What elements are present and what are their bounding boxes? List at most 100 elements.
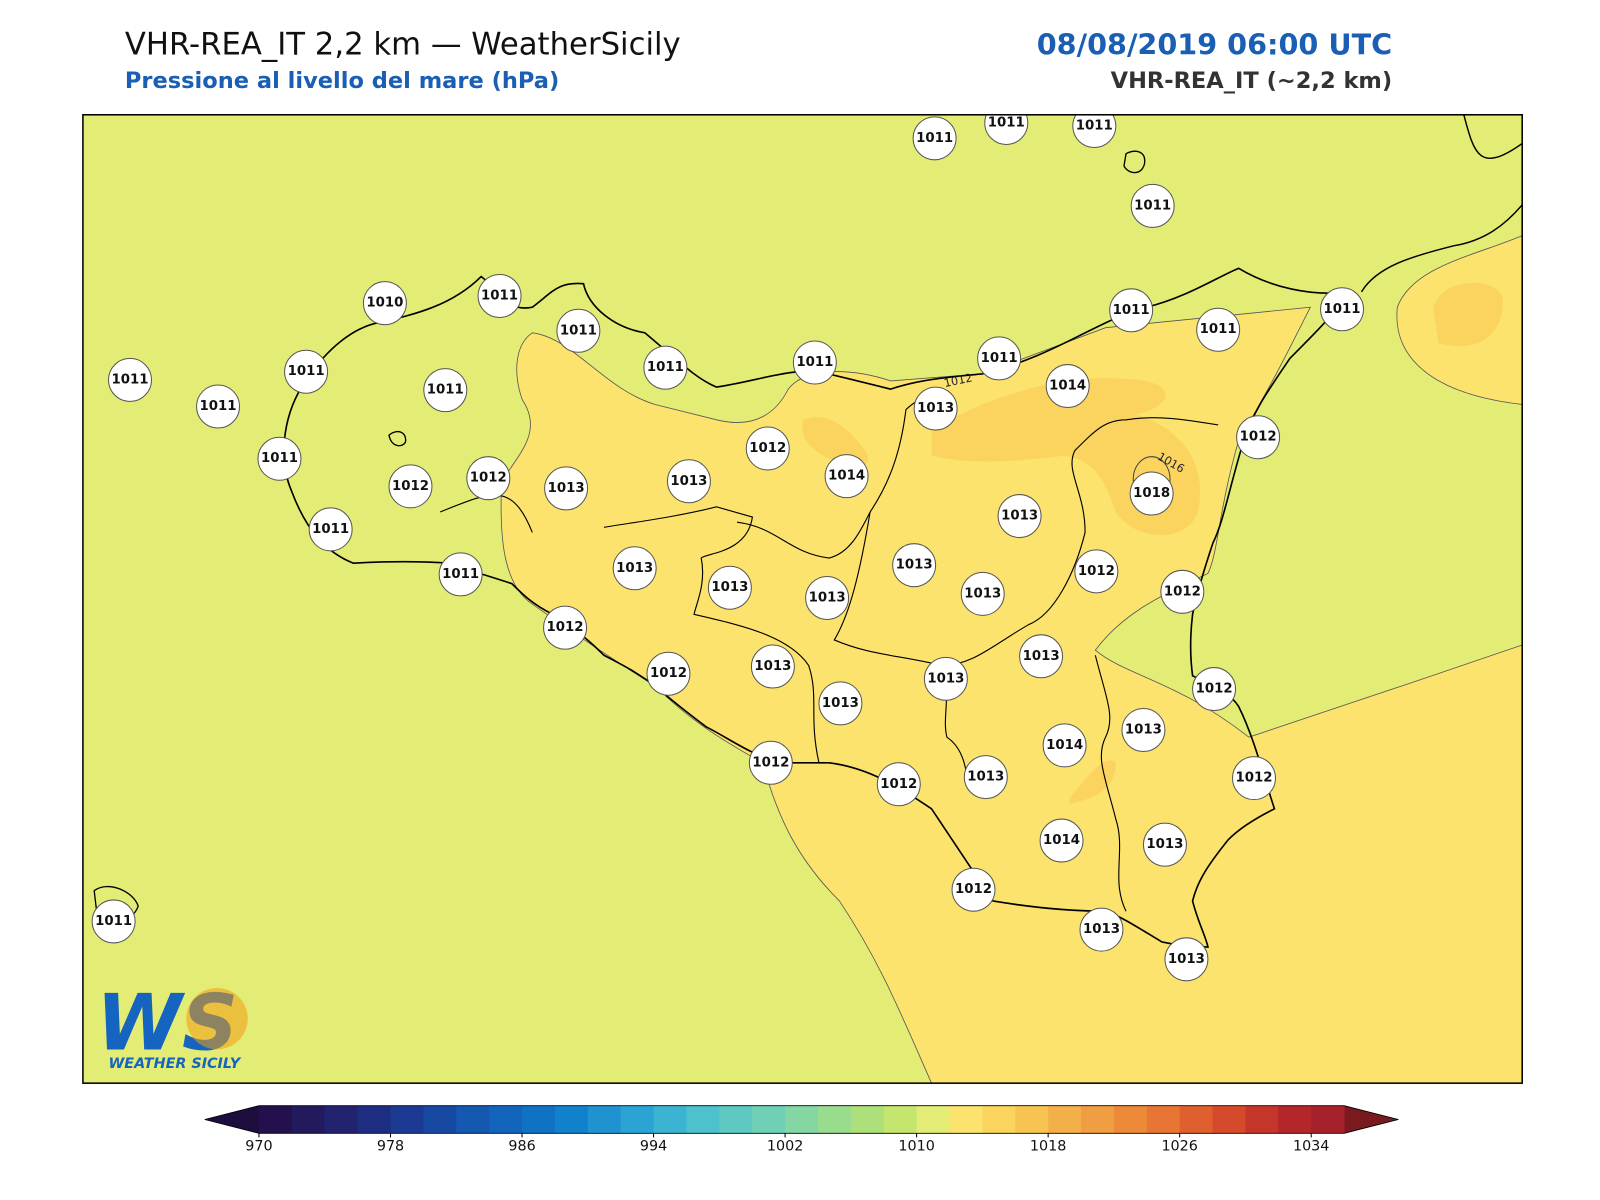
station-marker	[308, 507, 353, 552]
colorbar-cell	[620, 1105, 655, 1134]
isobar-area	[1069, 760, 1116, 804]
station: 1013	[805, 575, 850, 620]
station-marker	[1142, 822, 1187, 867]
station-value: 1013	[670, 474, 707, 489]
station-marker	[750, 644, 795, 689]
colorbar-cell	[916, 1105, 951, 1134]
colorbar-cell	[1015, 1105, 1049, 1134]
station-marker	[912, 116, 957, 161]
stations: 1011 1011 1011 1011 1010 1011 1011 1011 1011 1011…	[91, 114, 1365, 982]
station: 1013	[997, 494, 1042, 539]
station: 1013	[544, 466, 589, 511]
station-marker	[1160, 569, 1205, 614]
station-value: 1011	[916, 131, 953, 146]
station-value: 1012	[1196, 682, 1233, 697]
station: 1011	[423, 368, 468, 413]
colorbar-cell	[817, 1105, 852, 1134]
station-value: 1013	[1001, 509, 1038, 524]
station-marker	[646, 651, 691, 696]
station-marker	[438, 552, 483, 597]
station-marker	[805, 575, 850, 620]
station-marker	[707, 565, 752, 610]
colorbar-tick-label: 1018	[1030, 1139, 1066, 1155]
station-value: 1014	[1049, 379, 1086, 394]
station: 1012	[388, 464, 433, 509]
colorbar-cell	[1278, 1105, 1312, 1134]
station-value: 1012	[392, 479, 429, 494]
station-value: 1011	[1134, 198, 1171, 213]
colorbar-cell	[324, 1105, 359, 1134]
station: 1012	[543, 605, 588, 650]
map-frame	[82, 114, 1523, 1084]
station-value: 1014	[828, 469, 865, 484]
station-marker	[745, 426, 790, 471]
station: 1013	[892, 543, 937, 588]
station-marker	[388, 464, 433, 509]
station-value: 1011	[560, 323, 597, 338]
station: 1012	[951, 867, 996, 912]
station-marker	[1079, 907, 1124, 952]
station-value: 1011	[481, 288, 518, 303]
station-value: 1012	[1164, 584, 1201, 599]
station: 1011	[107, 357, 153, 402]
station-value: 1013	[1168, 952, 1205, 967]
station-marker	[997, 494, 1042, 539]
station-value: 1013	[754, 659, 791, 674]
station-marker	[1019, 634, 1064, 679]
colorbar-cell	[1081, 1105, 1115, 1134]
station-marker	[466, 456, 511, 501]
colorbar-cell	[1146, 1105, 1181, 1134]
station-marker	[977, 336, 1022, 381]
station-value: 1011	[1076, 119, 1113, 134]
station-marker	[984, 114, 1029, 145]
logo-text: WEATHER SICILY	[109, 1056, 242, 1072]
station-marker	[1039, 818, 1084, 863]
station-value: 1013	[917, 401, 954, 416]
station: 1013	[1079, 907, 1124, 952]
station: 1011	[984, 114, 1029, 145]
station-marker	[1109, 288, 1154, 333]
station-value: 1011	[442, 567, 479, 582]
colorbar-cell	[752, 1105, 786, 1134]
station-marker	[1045, 364, 1090, 409]
station-value: 1013	[809, 590, 846, 605]
station-marker	[923, 656, 968, 701]
colorbar-under	[204, 1105, 259, 1134]
station-value: 1011	[1113, 303, 1150, 318]
station-value: 1013	[548, 481, 585, 496]
colorbar-cell	[883, 1105, 918, 1134]
station-marker	[1072, 114, 1117, 149]
colorbar-cell	[456, 1105, 490, 1134]
colorbar-cell	[489, 1105, 523, 1134]
colorbar-tick-label: 1026	[1161, 1139, 1197, 1155]
colorbar-cell	[719, 1105, 753, 1134]
station: 1012	[466, 456, 511, 501]
colorbar-tick-label: 1002	[767, 1139, 803, 1155]
subtitle: Pressione al livello del mare (hPa)	[125, 68, 559, 94]
colorbar-cell	[686, 1105, 720, 1134]
station-value: 1011	[111, 372, 148, 387]
station: 1013	[913, 386, 958, 431]
station: 1013	[818, 681, 863, 726]
station-value: 1011	[988, 115, 1025, 130]
colorbar-cell	[291, 1105, 326, 1134]
station-value: 1013	[1146, 837, 1183, 852]
station-marker	[643, 345, 688, 390]
station-value: 1012	[749, 441, 786, 456]
station-marker	[477, 273, 522, 318]
colorbar-cell	[1113, 1105, 1148, 1134]
contour-label: 1012	[943, 371, 974, 390]
colorbar: 970 978 986 994 1002 1010 1018 1026 1034	[204, 1105, 1399, 1155]
colorbar-outline	[204, 1105, 1399, 1134]
colorbar-cell	[1048, 1105, 1082, 1134]
station: 1011	[1130, 183, 1175, 228]
station-marker	[257, 436, 302, 481]
station: 1011	[556, 308, 601, 353]
station-marker	[1196, 307, 1241, 352]
station-marker	[107, 357, 153, 402]
station-value: 1011	[312, 522, 349, 537]
station-value: 1012	[1240, 430, 1277, 445]
station: 1012	[646, 651, 691, 696]
station: 1013	[1142, 822, 1187, 867]
station: 1014	[1045, 364, 1090, 409]
